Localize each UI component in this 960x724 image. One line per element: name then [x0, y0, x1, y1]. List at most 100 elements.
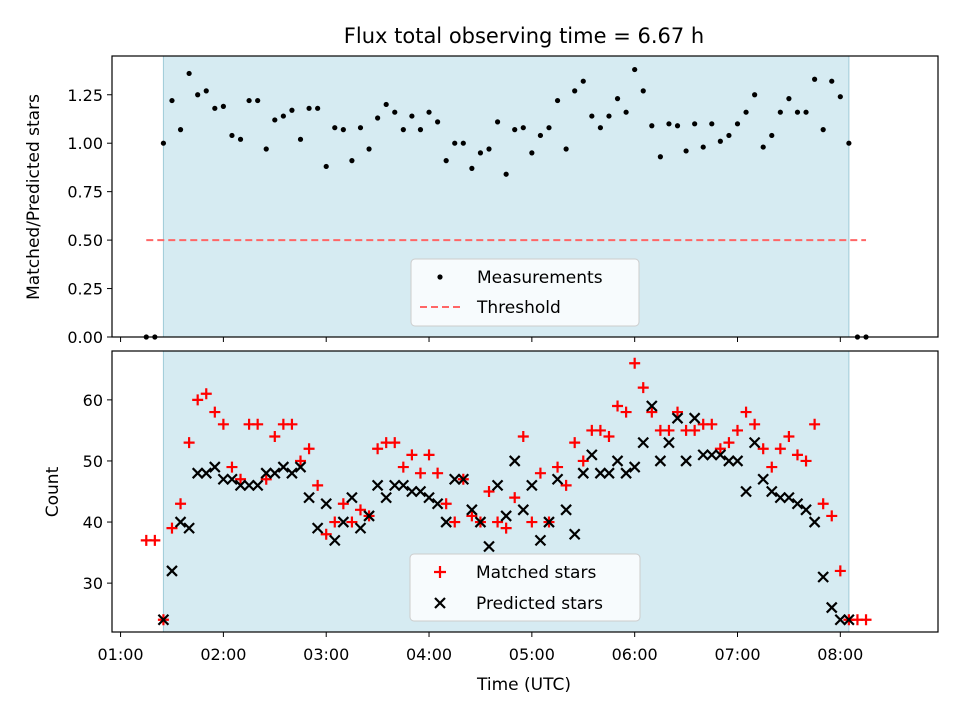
predicted-star-point — [320, 497, 332, 510]
measurement-point — [666, 121, 672, 127]
predicted-star-point — [234, 479, 247, 492]
measurement-point — [632, 66, 638, 73]
matched-star-point — [312, 479, 324, 491]
predicted-star-point — [303, 491, 315, 504]
predicted-star-point — [688, 412, 701, 424]
measurement-point — [177, 127, 184, 133]
predicted-star-point — [337, 516, 350, 528]
predicted-star-point — [568, 528, 581, 541]
measurement-point — [323, 163, 329, 170]
predicted-star-point — [740, 485, 752, 498]
matched-star-point — [414, 467, 426, 479]
legend-matched-marker — [434, 566, 446, 578]
matched-star-point — [286, 418, 298, 430]
predicted-star-point — [611, 455, 624, 467]
predicted-star-point — [800, 504, 812, 516]
bottom-y-tick-label: 50 — [83, 452, 103, 471]
matched-star-point — [209, 406, 221, 418]
matched-star-point — [466, 510, 478, 522]
predicted-star-point — [791, 497, 804, 510]
predicted-star-point — [371, 479, 384, 492]
matched-star-point — [834, 565, 846, 577]
figure-title: Flux total observing time = 6.67 h — [344, 24, 704, 48]
predicted-star-point — [680, 455, 692, 467]
matched-star-point — [552, 461, 564, 473]
measurement-point — [820, 127, 826, 133]
measurement-point — [794, 109, 801, 115]
predicted-star-point — [191, 467, 204, 479]
measurement-point — [272, 117, 278, 123]
legend-predicted-label: Predicted stars — [476, 594, 603, 614]
predicted-star-point — [765, 485, 778, 498]
measurement-point — [657, 154, 663, 160]
matched-star-point — [757, 443, 769, 455]
matched-star-point — [483, 486, 495, 497]
x-tick-label: 05:00 — [509, 645, 555, 664]
measurement-point — [332, 125, 338, 131]
measurement-point — [614, 96, 621, 102]
matched-star-point — [509, 492, 521, 504]
predicted-star-point — [714, 449, 727, 461]
predicted-star-point — [483, 540, 495, 553]
matched-star-point — [372, 443, 384, 455]
measurement-point — [786, 96, 792, 102]
predicted-star-point — [517, 504, 530, 516]
measurement-point — [606, 113, 612, 119]
measurement-point — [503, 171, 509, 177]
measurement-point — [280, 113, 286, 119]
predicted-star-point — [406, 485, 418, 498]
matched-star-point — [749, 418, 761, 430]
predicted-star-point — [363, 510, 375, 522]
top-y-tick-label: 0.00 — [67, 328, 103, 347]
measurement-point — [203, 88, 209, 94]
x-tick-label: 03:00 — [303, 645, 349, 664]
top-y-axis-label: Matched/Predicted stars — [24, 94, 44, 300]
measurement-point — [237, 136, 244, 142]
matched-star-point — [740, 406, 752, 418]
x-tick-label: 07:00 — [714, 645, 760, 664]
matched-star-point — [192, 394, 204, 406]
predicted-star-point — [431, 497, 444, 510]
measurement-point — [246, 97, 252, 104]
measurement-point — [709, 121, 715, 127]
predicted-star-point — [825, 601, 838, 614]
predicted-star-point — [226, 473, 238, 486]
measurement-point — [400, 127, 406, 133]
matched-star-point — [826, 510, 838, 522]
measurement-point — [580, 78, 586, 84]
measurement-point — [186, 70, 192, 77]
legend-matched-label: Matched stars — [476, 563, 596, 583]
predicted-star-point — [560, 504, 572, 516]
matched-star-point — [166, 522, 178, 534]
top-y-tick-label: 0.75 — [67, 183, 103, 202]
legend-predicted-marker — [434, 597, 446, 609]
top-y-tick-label: 1.00 — [67, 134, 103, 153]
matched-star-point — [766, 461, 778, 473]
predicted-star-point — [637, 436, 650, 449]
predicted-star-point — [697, 449, 710, 461]
measurement-point — [743, 109, 749, 115]
measurement-point — [297, 136, 304, 142]
matched-star-point — [397, 461, 409, 473]
matched-star-point — [252, 418, 264, 430]
predicted-star-point — [243, 479, 255, 492]
top-plot-frame — [111, 55, 939, 338]
x-tick-label: 01:00 — [98, 645, 144, 664]
predicted-star-point — [311, 522, 324, 534]
predicted-star-point — [603, 467, 615, 479]
predicted-star-point — [457, 473, 470, 486]
top-y-tick-label: 0.25 — [67, 280, 103, 299]
measurement-point — [812, 76, 818, 82]
measurement-point — [726, 132, 732, 139]
measurement-point — [469, 165, 475, 171]
predicted-star-point — [174, 516, 187, 528]
measurement-point — [752, 92, 758, 98]
predicted-star-point — [534, 534, 547, 547]
measurement-point — [417, 127, 424, 133]
measurement-point — [554, 97, 561, 104]
predicted-star-point — [774, 491, 787, 504]
matched-star-point — [534, 467, 546, 479]
predicted-star-point — [663, 436, 675, 449]
matched-star-point — [663, 424, 675, 436]
